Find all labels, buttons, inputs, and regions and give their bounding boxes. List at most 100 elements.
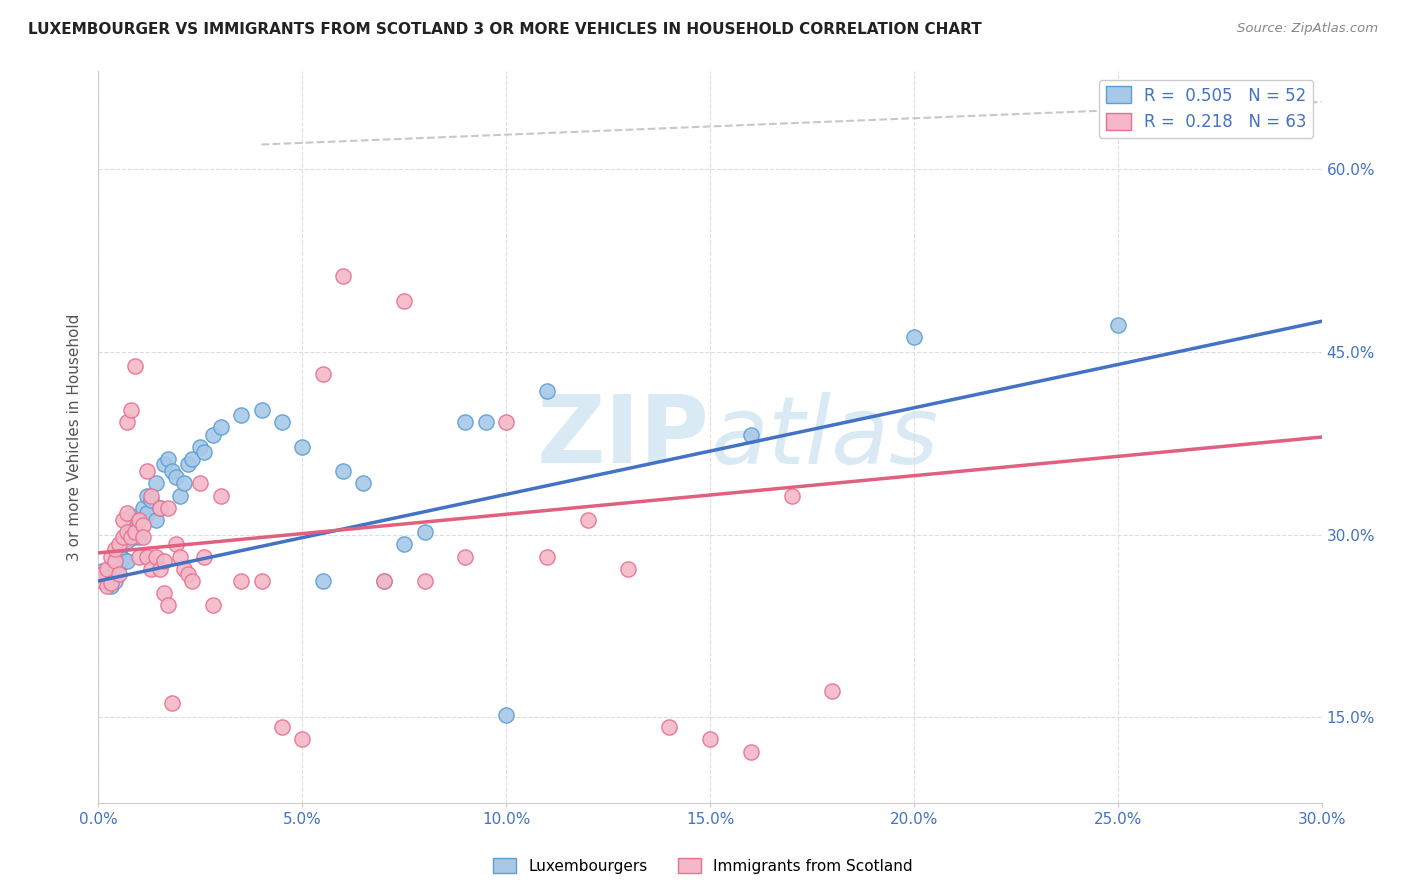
Point [658,720,681,734]
Point [136,549,159,564]
Point [91,564,114,578]
Point [169,489,191,503]
Point [821,683,844,698]
Point [352,476,374,491]
Point [188,476,212,491]
Point [120,403,142,417]
Point [181,452,204,467]
Point [136,464,159,478]
Point [495,416,517,430]
Point [165,537,187,551]
Point [115,506,138,520]
Point [209,420,232,434]
Point [104,554,127,568]
Point [124,359,146,374]
Point [332,269,354,284]
Point [536,384,558,398]
Point [188,440,212,454]
Point [115,554,138,568]
Point [124,530,146,544]
Point [165,470,187,484]
Point [156,452,179,467]
Point [120,522,142,536]
Point [576,513,599,527]
Point [128,513,150,527]
Point [132,517,155,532]
Point [132,530,155,544]
Point [160,696,183,710]
Point [454,549,477,564]
Point [250,574,273,588]
Legend: Luxembourgers, Immigrants from Scotland: Luxembourgers, Immigrants from Scotland [486,852,920,880]
Point [145,513,167,527]
Point [124,525,146,540]
Point [100,576,122,591]
Point [312,367,335,381]
Point [141,493,163,508]
Point [231,408,253,422]
Point [100,549,122,564]
Point [128,513,150,527]
Point [740,427,762,442]
Point [136,506,159,520]
Point [149,562,172,576]
Point [373,574,395,588]
Point [108,546,131,560]
Point [903,330,925,344]
Point [108,558,131,573]
Point [108,566,131,581]
Point [617,562,640,576]
Point [91,574,114,588]
Point [392,293,416,308]
Point [201,427,224,442]
Point [454,416,477,430]
Point [152,554,174,568]
Point [91,566,114,581]
Point [124,517,146,532]
Point [201,599,224,613]
Point [291,440,314,454]
Point [413,574,436,588]
Point [115,416,138,430]
Text: atlas: atlas [710,392,938,483]
Point [149,500,172,515]
Point [136,489,159,503]
Point [111,552,134,566]
Point [156,599,179,613]
Point [104,574,127,588]
Point [169,549,191,564]
Text: Source: ZipAtlas.com: Source: ZipAtlas.com [1237,22,1378,36]
Point [152,586,174,600]
Point [1107,318,1129,332]
Point [536,549,558,564]
Point [474,416,498,430]
Point [181,574,204,588]
Y-axis label: 3 or more Vehicles in Household: 3 or more Vehicles in Household [67,313,83,561]
Point [209,489,232,503]
Point [145,549,167,564]
Point [193,444,215,458]
Point [115,525,138,540]
Point [111,533,134,548]
Point [270,416,294,430]
Point [312,574,335,588]
Point [413,525,436,540]
Point [141,489,163,503]
Point [156,500,179,515]
Point [160,464,183,478]
Point [128,530,150,544]
Point [115,533,138,548]
Text: ZIP: ZIP [537,391,710,483]
Point [780,489,803,503]
Point [250,403,273,417]
Point [177,457,200,471]
Point [120,509,142,524]
Point [111,530,134,544]
Point [128,549,150,564]
Point [740,745,762,759]
Point [111,513,134,527]
Legend: R =  0.505   N = 52, R =  0.218   N = 63: R = 0.505 N = 52, R = 0.218 N = 63 [1099,79,1313,137]
Point [392,537,416,551]
Point [173,476,195,491]
Point [132,500,155,515]
